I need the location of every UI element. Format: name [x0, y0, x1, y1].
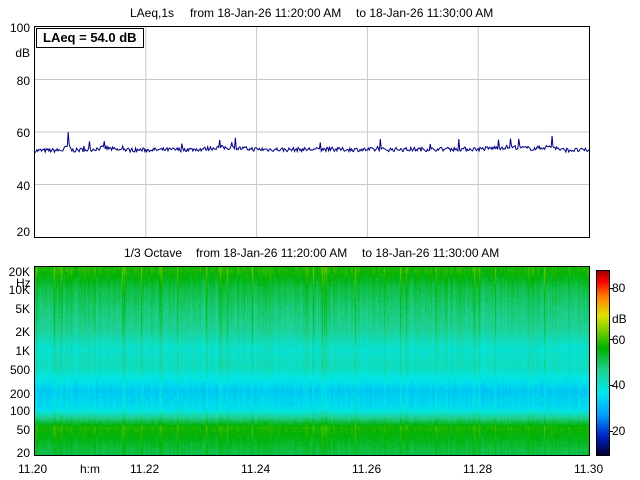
spec-y-unit: Hz	[16, 276, 31, 290]
laeq-series-line	[35, 131, 589, 154]
x-tick: 11.24	[241, 462, 271, 476]
laeq-readout: LAeq = 54.0 dB	[36, 28, 144, 48]
spectrogram-canvas	[35, 267, 589, 455]
level-chart-title-from: from 18-Jan-26 11:20:00 AM	[190, 6, 342, 20]
level-chart-title-to: to 18-Jan-26 11:30:00 AM	[356, 6, 494, 20]
level-chart-plot: LAeq = 54.0 dB	[34, 26, 590, 238]
spec-y-tick: 2K	[15, 325, 30, 339]
spec-y-tick: 10K	[8, 283, 30, 297]
colorbar-tick: 60	[612, 333, 626, 347]
x-tick: 11.22	[130, 462, 160, 476]
spectrogram-title-metric: 1/3 Octave	[124, 246, 183, 260]
x-tick: 11.26	[352, 462, 382, 476]
spec-y-tick: 20K	[8, 265, 30, 279]
colorbar	[596, 270, 610, 456]
colorbar-tick-mark	[609, 431, 613, 432]
level-y-unit: dB	[15, 46, 30, 60]
spec-y-tick: 50	[16, 423, 30, 437]
x-axis-unit: h:m	[80, 462, 101, 476]
level-y-tick: 40	[16, 179, 30, 193]
x-tick: 11.28	[463, 462, 493, 476]
level-chart-svg	[35, 27, 589, 237]
spec-y-tick: 1K	[15, 344, 30, 358]
level-y-tick: 60	[16, 126, 30, 140]
spectrogram-title-from: from 18-Jan-26 11:20:00 AM	[196, 246, 348, 260]
level-y-tick: 80	[16, 74, 30, 88]
spec-y-tick: 100	[9, 404, 30, 418]
x-tick: 11.20	[18, 462, 48, 476]
spec-y-tick: 500	[9, 363, 30, 377]
colorbar-tick: 40	[612, 378, 626, 392]
colorbar-tick-mark	[609, 339, 613, 340]
x-tick: 11.30	[574, 462, 604, 476]
colorbar-tick: 20	[612, 424, 626, 438]
colorbar-tick-mark	[609, 385, 613, 386]
colorbar-tick-mark	[609, 288, 613, 289]
level-chart-title-metric: LAeq,1s	[130, 6, 175, 20]
spectrogram-plot	[34, 266, 590, 456]
spec-y-tick: 200	[9, 387, 30, 401]
colorbar-tick: 80	[612, 281, 626, 295]
spec-y-tick: 5K	[15, 302, 30, 316]
level-y-tick: 20	[16, 225, 30, 239]
colorbar-unit: dB	[612, 312, 627, 326]
spectrogram-title-to: to 18-Jan-26 11:30:00 AM	[362, 246, 500, 260]
level-y-tick: 100	[9, 21, 30, 35]
spec-y-tick: 20	[16, 446, 30, 460]
